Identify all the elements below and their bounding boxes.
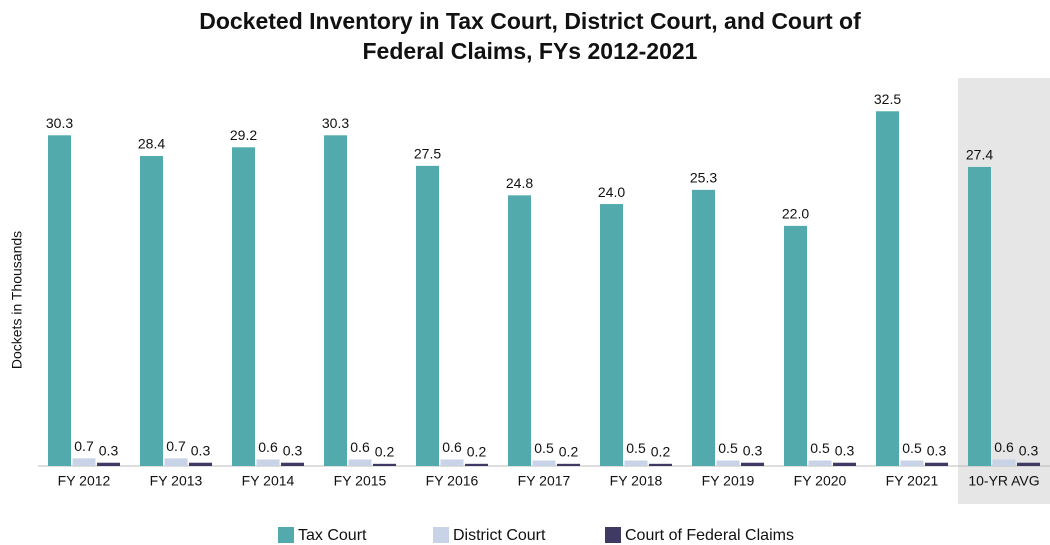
bar [649, 463, 672, 466]
data-label: 0.2 [651, 444, 671, 460]
bar [465, 463, 488, 466]
data-label: 29.2 [230, 127, 257, 143]
bar [833, 462, 856, 466]
bar [72, 458, 96, 466]
bar [784, 225, 807, 466]
bar [416, 165, 439, 466]
data-label: 27.5 [414, 146, 441, 162]
bar [256, 459, 280, 466]
bar [189, 462, 212, 466]
data-label: 27.4 [966, 147, 993, 163]
bar [348, 459, 372, 466]
data-label: 0.2 [375, 444, 395, 460]
x-tick-label: FY 2019 [702, 473, 755, 489]
data-label: 0.3 [743, 442, 763, 458]
data-label: 0.5 [718, 440, 738, 456]
data-label: 0.3 [283, 442, 303, 458]
bar [900, 460, 924, 466]
data-label: 22.0 [782, 206, 809, 222]
legend-swatch [278, 527, 294, 543]
x-tick-label: FY 2015 [334, 473, 387, 489]
x-tick-label: FY 2016 [426, 473, 479, 489]
bar [808, 460, 832, 466]
bar [624, 460, 648, 466]
bar [281, 462, 304, 466]
x-tick-label: 10-YR AVG [968, 473, 1039, 489]
x-tick-label: FY 2012 [58, 473, 111, 489]
data-label: 0.5 [902, 440, 922, 456]
data-label: 0.3 [835, 442, 855, 458]
bar [532, 460, 556, 466]
chart-title: Docketed Inventory in Tax Court, Distric… [199, 8, 861, 64]
data-label: 30.3 [322, 115, 349, 131]
bar [373, 463, 396, 466]
bar [164, 458, 188, 466]
data-label: 24.0 [598, 184, 625, 200]
x-tick-label: FY 2018 [610, 473, 663, 489]
data-label: 0.6 [994, 439, 1014, 455]
x-tick-label: FY 2014 [242, 473, 295, 489]
x-tick-label: FY 2021 [886, 473, 939, 489]
bar [440, 459, 464, 466]
bar [97, 462, 120, 466]
bar [876, 111, 899, 467]
bar [140, 156, 163, 466]
data-label: 30.3 [46, 115, 73, 131]
legend-label: Court of Federal Claims [625, 527, 794, 544]
data-label: 0.6 [350, 439, 370, 455]
data-label: 0.5 [626, 440, 646, 456]
bar [557, 463, 580, 466]
bar [992, 459, 1016, 466]
bar [324, 135, 347, 466]
legend-swatch [605, 527, 621, 543]
bar [716, 460, 740, 466]
data-label: 24.8 [506, 175, 533, 191]
data-label: 0.5 [534, 440, 554, 456]
data-label: 0.2 [467, 444, 487, 460]
data-label: 0.5 [810, 440, 830, 456]
data-label: 32.5 [874, 91, 901, 107]
data-label: 0.6 [258, 439, 278, 455]
legend-swatch [433, 527, 449, 543]
data-label: 0.3 [927, 442, 947, 458]
x-tick-label: FY 2013 [150, 473, 203, 489]
data-label: 0.7 [166, 438, 186, 454]
data-label: 0.7 [74, 438, 94, 454]
data-label: 0.6 [442, 439, 462, 455]
data-label: 0.3 [1019, 442, 1039, 458]
bar [925, 462, 948, 466]
legend-label: District Court [453, 527, 546, 544]
bar [508, 195, 531, 466]
bar [692, 189, 715, 466]
data-label: 0.3 [191, 442, 211, 458]
data-label: 25.3 [690, 170, 717, 186]
bar [48, 135, 71, 466]
bar [232, 147, 255, 466]
data-label: 0.2 [559, 444, 579, 460]
bar [968, 166, 991, 466]
data-label: 0.3 [99, 442, 119, 458]
x-tick-label: FY 2017 [518, 473, 571, 489]
x-tick-label: FY 2020 [794, 473, 847, 489]
data-label: 28.4 [138, 136, 165, 152]
bar [600, 204, 623, 467]
bar [741, 462, 764, 466]
legend-label: Tax Court [298, 527, 367, 544]
y-axis-label: Dockets in Thousands [9, 231, 25, 369]
bar [1017, 462, 1040, 466]
